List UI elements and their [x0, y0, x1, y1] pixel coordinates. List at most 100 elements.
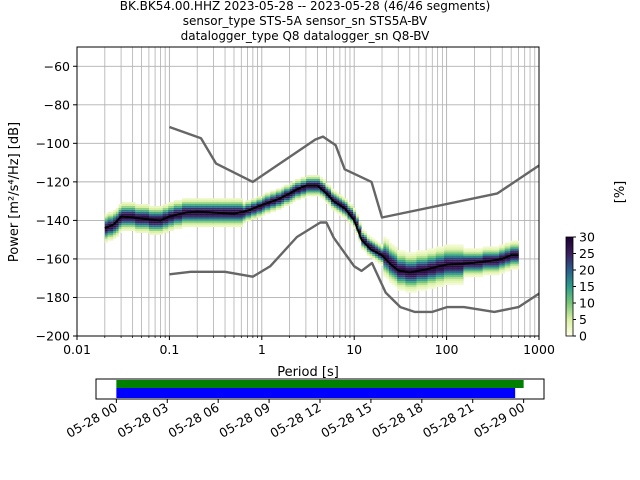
psd-bin: [380, 250, 384, 253]
psd-bin: [289, 188, 293, 191]
psd-bin: [430, 248, 434, 251]
psd-bin: [226, 209, 230, 212]
psd-bin: [162, 221, 166, 224]
psd-bin: [132, 205, 136, 208]
psd-bin: [358, 223, 362, 226]
psd-bin: [457, 248, 461, 251]
psd-bin: [281, 205, 285, 208]
psd-bin: [242, 205, 246, 208]
psd-bin: [159, 209, 164, 212]
psd-bin: [113, 209, 117, 212]
psd-bin: [339, 213, 343, 216]
psd-bin: [311, 175, 315, 178]
psd-bin: [386, 267, 390, 270]
x-tick-label: 1: [258, 342, 266, 357]
psd-bin: [438, 273, 442, 276]
psd-bin: [397, 254, 401, 257]
psd-bin: [471, 269, 475, 272]
psd-bin: [366, 240, 370, 243]
psd-bin: [220, 207, 224, 210]
psd-bin: [416, 252, 420, 255]
psd-bin: [402, 286, 406, 289]
psd-bin: [441, 281, 445, 284]
psd-bin: [452, 265, 456, 268]
psd-bin: [113, 211, 117, 214]
psd-bin: [126, 207, 130, 210]
psd-bin: [488, 267, 492, 270]
psd-bin: [413, 263, 417, 266]
psd-bin: [399, 265, 403, 268]
psd-bin: [173, 204, 177, 206]
psd-bin: [124, 207, 128, 210]
psd-bin: [245, 215, 249, 218]
psd-bin: [430, 252, 434, 255]
psd-bin: [339, 211, 343, 214]
psd-bin: [159, 227, 164, 230]
psd-bin: [449, 254, 453, 257]
psd-bin: [485, 246, 489, 249]
psd-bin: [433, 277, 437, 280]
psd-bin: [113, 219, 117, 222]
psd-bin: [496, 267, 500, 270]
psd-bin: [474, 257, 478, 260]
psd-bin: [455, 281, 459, 284]
psd-bin: [479, 265, 483, 268]
psd-bin: [317, 190, 321, 193]
psd-bin: [391, 275, 395, 278]
psd-bin: [248, 219, 252, 222]
psd-bin: [212, 202, 216, 205]
psd-bin: [165, 219, 169, 222]
psd-bin: [121, 205, 125, 208]
psd-bin: [455, 261, 459, 264]
psd-bin: [441, 283, 445, 285]
psd-bin: [220, 200, 224, 203]
psd-bin: [416, 277, 420, 280]
psd-bin: [383, 250, 387, 253]
psd-bin: [162, 209, 166, 212]
psd-bin: [375, 248, 379, 251]
psd-bin: [187, 217, 191, 220]
psd-bin: [424, 256, 428, 258]
psd-bin: [441, 259, 445, 262]
psd-bin: [380, 261, 384, 264]
psd-bin: [463, 256, 467, 258]
psd-bin: [402, 271, 406, 274]
psd-bin: [375, 250, 379, 253]
psd-bin: [408, 263, 412, 266]
psd-bin: [460, 259, 464, 262]
psd-bin: [237, 217, 241, 220]
psd-bin: [190, 221, 194, 224]
psd-bin: [394, 254, 398, 257]
psd-bin: [408, 254, 412, 257]
psd-bin: [234, 215, 238, 218]
psd-bin: [115, 231, 119, 233]
psd-bin: [427, 271, 431, 274]
psd-bin: [237, 213, 241, 216]
psd-bin: [215, 205, 219, 208]
psd-bin: [322, 182, 326, 185]
psd-bin: [452, 256, 456, 258]
psd-bin: [129, 207, 133, 210]
psd-bin: [231, 211, 235, 214]
psd-bin: [110, 227, 114, 230]
psd-bin: [427, 265, 431, 268]
psd-bin: [115, 221, 119, 224]
psd-bin: [223, 202, 227, 205]
psd-bin: [336, 198, 340, 201]
psd-bin: [394, 256, 398, 258]
psd-bin: [435, 277, 439, 280]
psd-bin: [512, 240, 517, 243]
psd-bin: [466, 259, 470, 262]
psd-bin: [441, 256, 445, 258]
psd-bin: [193, 204, 197, 206]
psd-bin: [369, 254, 373, 257]
psd-bin: [259, 196, 263, 199]
psd-bin: [228, 217, 232, 220]
psd-bin: [488, 254, 492, 257]
psd-bin: [383, 259, 387, 262]
psd-bin: [325, 190, 329, 193]
psd-bin: [388, 275, 392, 278]
psd-bin: [408, 275, 412, 278]
psd-bin: [173, 225, 177, 228]
psd-bin: [510, 244, 514, 247]
